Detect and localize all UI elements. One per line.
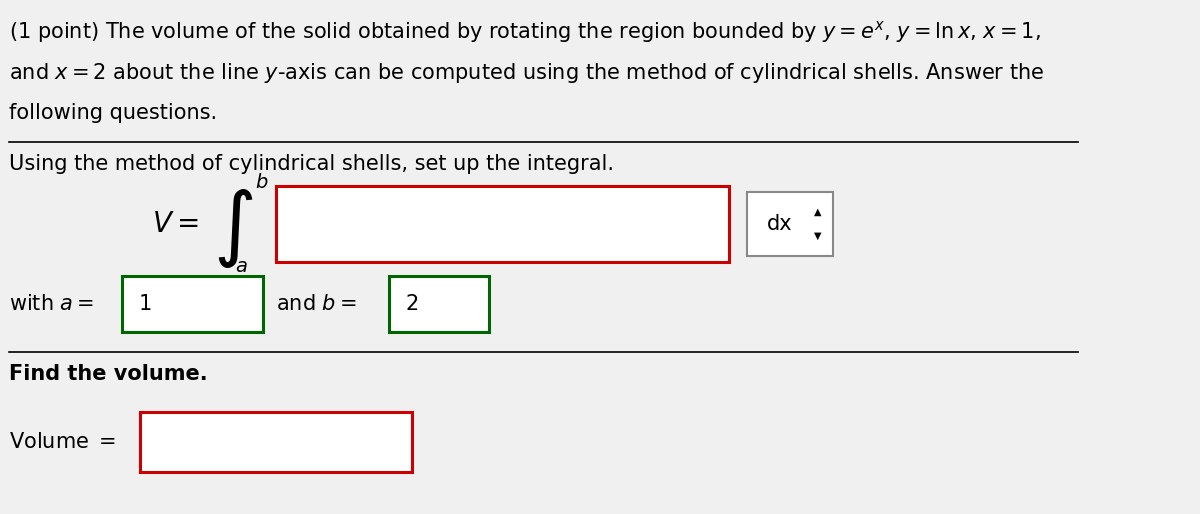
Text: $V =$: $V =$ [152,210,199,238]
Text: ▼: ▼ [814,231,822,241]
Text: following questions.: following questions. [10,103,217,123]
Text: dx: dx [767,214,793,234]
Bar [276,186,730,262]
Bar [390,276,490,332]
Text: (1 point) The volume of the solid obtained by rotating the region bounded by $y : (1 point) The volume of the solid obtain… [10,19,1040,45]
Text: $b$: $b$ [256,173,269,192]
Text: $\int$: $\int$ [212,188,253,270]
Text: Find the volume.: Find the volume. [10,364,208,384]
Bar [748,192,833,256]
Text: and $b =$: and $b =$ [276,294,356,314]
Text: with $a =$: with $a =$ [10,294,95,314]
Text: 2: 2 [406,294,419,314]
Text: $a$: $a$ [235,256,248,276]
Text: and $x = 2$ about the line $y$-axis can be computed using the method of cylindri: and $x = 2$ about the line $y$-axis can … [10,61,1044,85]
Bar [140,412,412,472]
Text: ▲: ▲ [814,207,822,217]
Text: 1: 1 [138,294,152,314]
Bar [122,276,263,332]
Text: Using the method of cylindrical shells, set up the integral.: Using the method of cylindrical shells, … [10,154,614,174]
Text: Volume $=$: Volume $=$ [10,432,116,452]
